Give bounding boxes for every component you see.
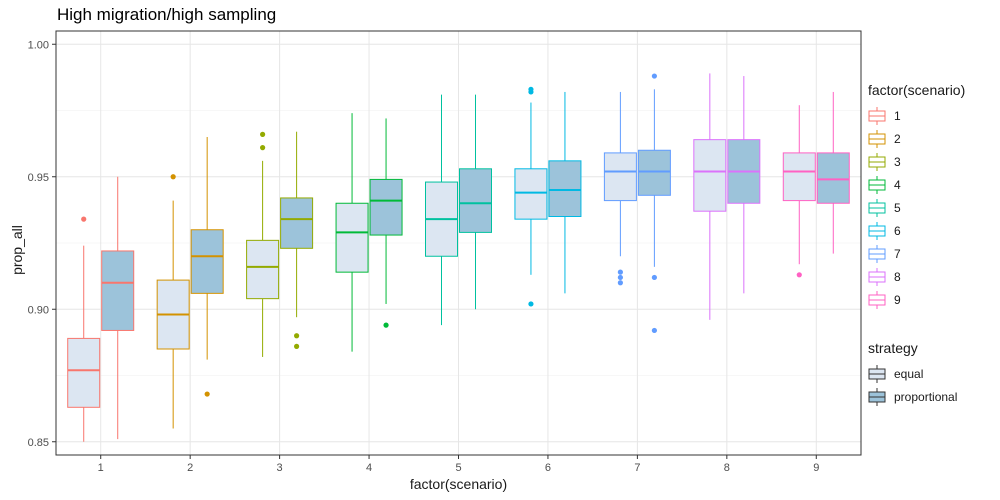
box-proportional xyxy=(548,160,582,218)
box-equal xyxy=(603,152,637,202)
outlier-point xyxy=(294,343,300,349)
legend-key xyxy=(868,364,886,383)
y-tick-label: 0.85 xyxy=(28,437,49,449)
legend-key xyxy=(868,198,886,217)
legend-strategy-item: proportional xyxy=(868,385,957,408)
outlier-point xyxy=(796,272,802,278)
x-tick-label: 9 xyxy=(813,462,819,474)
box-equal xyxy=(693,139,727,212)
legend-label: 8 xyxy=(894,269,901,284)
outlier-point xyxy=(170,174,176,180)
chart-title: High migration/high sampling xyxy=(57,5,277,24)
legend-scenario: factor(scenario) 1 2 3 4 5 6 7 8 9 xyxy=(868,82,965,311)
x-tick-label: 6 xyxy=(545,462,551,474)
legend-scenario-item: 6 xyxy=(868,219,965,242)
y-tick-label: 0.95 xyxy=(28,172,49,184)
outlier-point xyxy=(260,145,266,151)
legend-key xyxy=(868,106,886,125)
outlier-point xyxy=(651,274,657,281)
legend-scenario-item: 2 xyxy=(868,127,965,150)
legend-label: 9 xyxy=(894,292,901,307)
outlier-point xyxy=(528,86,534,92)
outlier-point xyxy=(651,73,657,79)
legend-label: 7 xyxy=(894,246,901,261)
x-tick-label: 8 xyxy=(724,462,730,474)
x-tick-label: 5 xyxy=(455,462,461,474)
outlier-point xyxy=(383,322,389,328)
panel-border xyxy=(55,30,862,456)
legend-key xyxy=(868,175,886,194)
legend-key xyxy=(868,290,886,309)
legend-scenario-item: 1 xyxy=(868,104,965,127)
box-proportional xyxy=(101,250,135,331)
legend-label: 3 xyxy=(894,154,901,169)
legend-scenario-item: 4 xyxy=(868,173,965,196)
legend-key xyxy=(868,129,886,148)
x-axis-label: factor(scenario) xyxy=(409,476,508,492)
x-tick-label: 7 xyxy=(634,462,640,474)
legend-scenario-item: 9 xyxy=(868,288,965,311)
legend-strategy-title: strategy xyxy=(868,340,918,356)
outlier-point xyxy=(617,269,623,275)
outlier-point xyxy=(651,327,657,334)
legend-scenario-item: 3 xyxy=(868,150,965,173)
legend-label: proportional xyxy=(894,389,958,404)
y-tick-label: 1.00 xyxy=(28,39,49,51)
box-equal xyxy=(67,337,101,408)
outlier-point xyxy=(617,280,623,286)
outlier-point xyxy=(81,216,87,222)
legend-scenario-item: 8 xyxy=(868,265,965,288)
legend-label: 5 xyxy=(894,200,901,215)
box-proportional xyxy=(816,152,850,204)
legend-label: 6 xyxy=(894,223,901,238)
box-equal xyxy=(782,152,816,202)
legend-key xyxy=(868,267,886,286)
box-equal xyxy=(335,202,369,273)
box-proportional xyxy=(637,149,671,196)
box-proportional xyxy=(190,229,224,294)
outlier-point xyxy=(204,391,210,397)
legend-scenario-item: 5 xyxy=(868,196,965,219)
legend-label: 4 xyxy=(894,177,901,192)
legend-key xyxy=(868,221,886,240)
y-tick-label: 0.90 xyxy=(28,304,49,316)
box-equal xyxy=(514,168,548,220)
box-proportional xyxy=(369,178,403,236)
legend-label: equal xyxy=(894,366,924,381)
legend-label: 1 xyxy=(894,108,901,123)
legend-strategy: strategy equal proportional xyxy=(868,340,957,408)
legend-scenario-title: factor(scenario) xyxy=(868,82,966,98)
x-tick-label: 3 xyxy=(277,462,283,474)
x-tick-label: 4 xyxy=(366,462,372,474)
box-proportional xyxy=(459,168,492,233)
x-tick-label: 2 xyxy=(187,462,193,474)
legend-key xyxy=(868,244,886,263)
outlier-point xyxy=(294,333,300,339)
outlier-point xyxy=(528,301,534,307)
y-axis-label: prop_all xyxy=(9,225,25,275)
legend-strategy-item: equal xyxy=(868,362,957,385)
box-equal xyxy=(246,239,280,300)
legend-key xyxy=(868,152,886,171)
legend-key xyxy=(868,387,886,406)
legend-label: 2 xyxy=(894,131,901,146)
outlier-point xyxy=(260,131,266,137)
box-proportional xyxy=(280,197,314,249)
x-tick-label: 1 xyxy=(98,462,104,474)
outlier-point xyxy=(617,274,623,281)
legend-scenario-item: 7 xyxy=(868,242,965,265)
